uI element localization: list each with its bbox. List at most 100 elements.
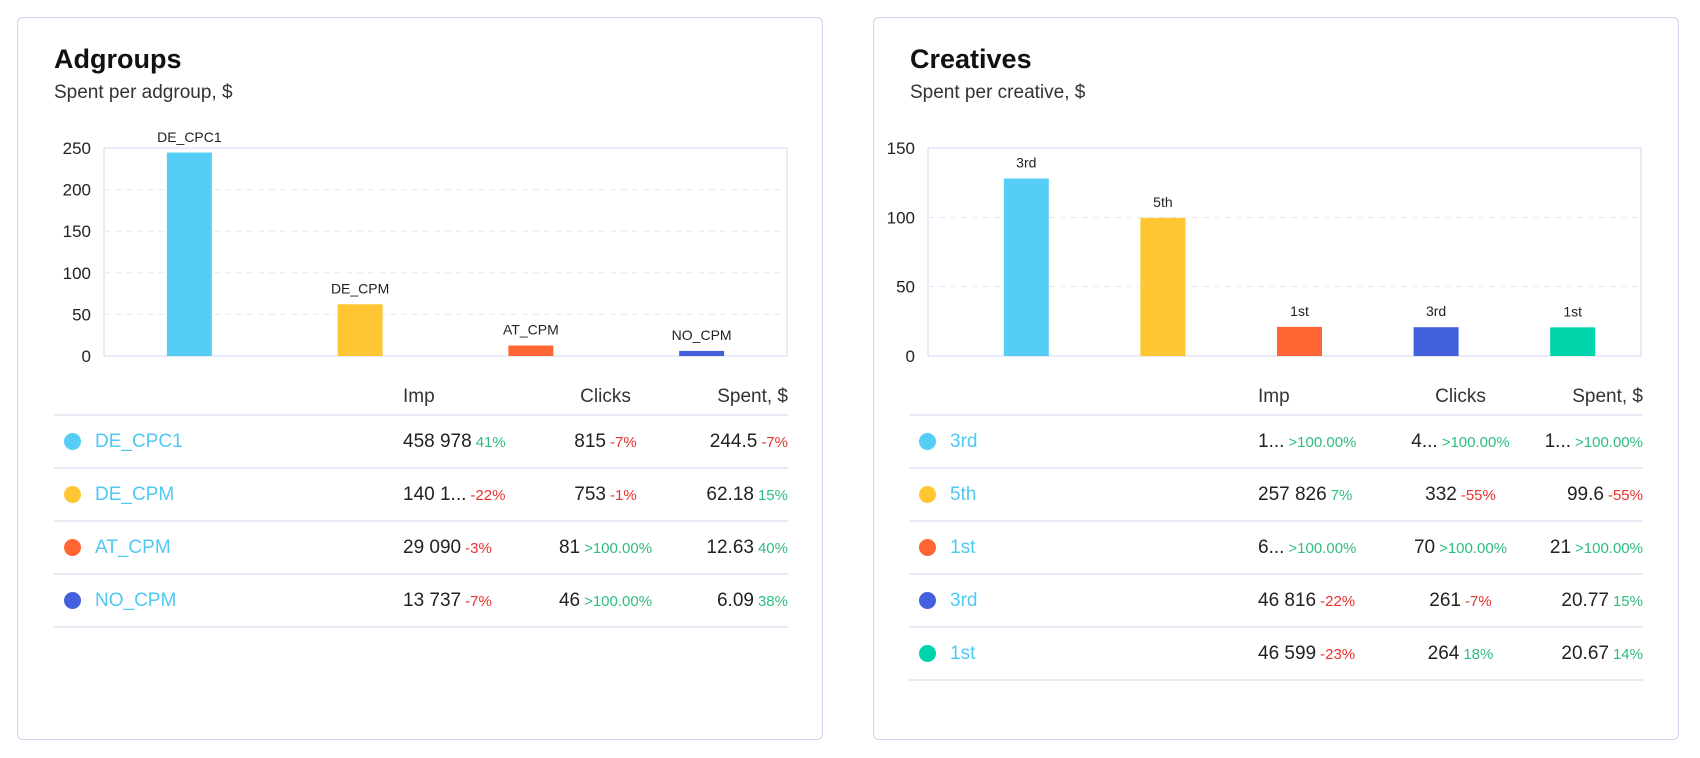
table-header: Imp Clicks Spent, $: [54, 380, 788, 414]
bar: [1277, 326, 1322, 356]
row-name-cell: 3rd: [909, 431, 1258, 453]
spent-value: 1...: [1544, 430, 1572, 452]
bar: [1550, 327, 1596, 356]
clicks-change: >100.00%: [584, 592, 653, 610]
imp-cell: 46 599 -23%: [1258, 643, 1403, 665]
legend-dot-icon: [64, 433, 81, 450]
row-name-cell: 5th: [909, 484, 1258, 506]
y-tick-label: 0: [82, 347, 91, 366]
imp-value: 46 816: [1258, 589, 1317, 611]
spent-cell: 6.09 38%: [663, 590, 788, 612]
column-header-clicks[interactable]: Clicks: [1435, 386, 1486, 407]
clicks-cell: 753 -1%: [548, 484, 663, 506]
spent-change: 15%: [1612, 592, 1643, 610]
y-tick-label: 150: [63, 222, 91, 241]
creatives-bar-chart: 0 50 100 150 3rd 5th 1st 3rd 1st: [887, 139, 1642, 366]
imp-change: >100.00%: [1288, 539, 1357, 557]
bar-label: AT_CPM: [503, 321, 559, 337]
spent-change: -7%: [761, 433, 788, 451]
spent-value: 20.67: [1561, 642, 1609, 664]
creatives-card: Creatives Spent per creative, $ 0 50 100 15…: [873, 17, 1679, 740]
clicks-value: 753: [574, 483, 606, 505]
clicks-change: >100.00%: [1439, 539, 1508, 557]
bar: [679, 350, 725, 356]
imp-value: 13 737: [403, 589, 462, 611]
spent-value: 12.63: [706, 536, 754, 558]
imp-cell: 13 737 -7%: [403, 590, 548, 612]
bar-label: 1st: [1290, 303, 1309, 319]
bar-label: DE_CPM: [331, 280, 389, 296]
table-row: 3rd 1... >100.00% 4... >100.00% 1... >100.00%: [909, 414, 1643, 467]
legend-dot-icon: [64, 486, 81, 503]
column-header-spent[interactable]: Spent, $: [717, 386, 788, 407]
spent-value: 20.77: [1561, 589, 1609, 611]
row-name-link[interactable]: 3rd: [950, 589, 978, 611]
legend-dot-icon: [919, 486, 936, 503]
imp-cell: 29 090 -3%: [403, 537, 548, 559]
adgroups-bar-chart: 0 50 100 150 200 250 DE_CPC1 DE_CPM AT_CPM NO_CPM: [63, 129, 788, 366]
clicks-cell: 815 -7%: [548, 431, 663, 453]
bar-label: 3rd: [1016, 155, 1036, 171]
imp-value: 1...: [1258, 430, 1285, 452]
spent-change: 14%: [1612, 645, 1643, 663]
imp-change: -22%: [1320, 592, 1356, 610]
adgroups-table: Imp Clicks Spent, $ DE_CPC1 458 978 41% 815 -7%…: [54, 380, 788, 628]
y-tick-label: 100: [887, 208, 915, 227]
row-name-cell: 1st: [909, 537, 1258, 559]
spent-value: 62.18: [706, 483, 754, 505]
clicks-value: 4...: [1411, 430, 1438, 452]
clicks-value: 261: [1429, 589, 1461, 611]
column-header-spent[interactable]: Spent, $: [1572, 386, 1643, 407]
row-name-link[interactable]: 3rd: [950, 430, 978, 452]
imp-change: -23%: [1320, 645, 1356, 663]
bar: [337, 304, 383, 356]
legend-dot-icon: [919, 645, 936, 662]
row-name-link[interactable]: 1st: [950, 642, 976, 664]
creatives-table: Imp Clicks Spent, $3rd 1... >100.00% 4... >100…: [909, 380, 1643, 681]
bar: [166, 152, 212, 356]
spent-value: 6.09: [716, 589, 754, 611]
table-row: DE_CPM 140 1... -22% 753 -1% 62.18 15%: [54, 467, 788, 520]
bar: [1413, 327, 1459, 356]
imp-change: 7%: [1330, 486, 1353, 504]
row-name-link[interactable]: NO_CPM: [95, 589, 177, 611]
row-name-link[interactable]: AT_CPM: [95, 536, 171, 558]
imp-cell: 140 1... -22%: [403, 484, 548, 506]
spent-cell: 1... >100.00%: [1518, 431, 1643, 453]
imp-change: -3%: [465, 539, 492, 557]
card-title: Creatives: [910, 44, 1032, 74]
clicks-cell: 70 >100.00%: [1403, 537, 1518, 559]
spent-cell: 244.5 -7%: [663, 431, 788, 453]
imp-cell: 1... >100.00%: [1258, 431, 1403, 453]
imp-value: 29 090: [403, 536, 462, 558]
row-name-link[interactable]: DE_CPM: [95, 483, 175, 505]
bar-label: 5th: [1153, 194, 1172, 210]
plot-area-border: [103, 147, 788, 357]
spent-change: >100.00%: [1575, 433, 1643, 451]
row-name-cell: DE_CPM: [54, 484, 403, 506]
legend-dot-icon: [64, 592, 81, 609]
bar-label: DE_CPC1: [157, 129, 222, 145]
spent-cell: 20.77 15%: [1518, 590, 1643, 612]
spent-change: 38%: [757, 592, 788, 610]
clicks-cell: 264 18%: [1403, 643, 1518, 665]
y-tick-label: 50: [896, 278, 915, 297]
imp-value: 46 599: [1258, 642, 1317, 664]
spent-change: 15%: [757, 486, 788, 504]
y-tick-label: 150: [887, 139, 915, 158]
clicks-change: >100.00%: [1441, 433, 1510, 451]
column-header-clicks[interactable]: Clicks: [580, 386, 631, 407]
row-name-cell: 1st: [909, 643, 1258, 665]
column-header-imp[interactable]: Imp: [1258, 386, 1290, 407]
spent-change: >100.00%: [1575, 539, 1643, 557]
row-name-link[interactable]: 1st: [950, 536, 976, 558]
clicks-value: 332: [1425, 483, 1457, 505]
imp-value: 458 978: [403, 430, 472, 452]
imp-value: 140 1...: [403, 483, 467, 505]
clicks-cell: 332 -55%: [1403, 484, 1518, 506]
imp-change: -7%: [465, 592, 492, 610]
row-name-link[interactable]: 5th: [950, 483, 977, 505]
imp-cell: 257 826 7%: [1258, 484, 1403, 506]
row-name-link[interactable]: DE_CPC1: [95, 430, 183, 452]
column-header-imp[interactable]: Imp: [403, 386, 435, 407]
